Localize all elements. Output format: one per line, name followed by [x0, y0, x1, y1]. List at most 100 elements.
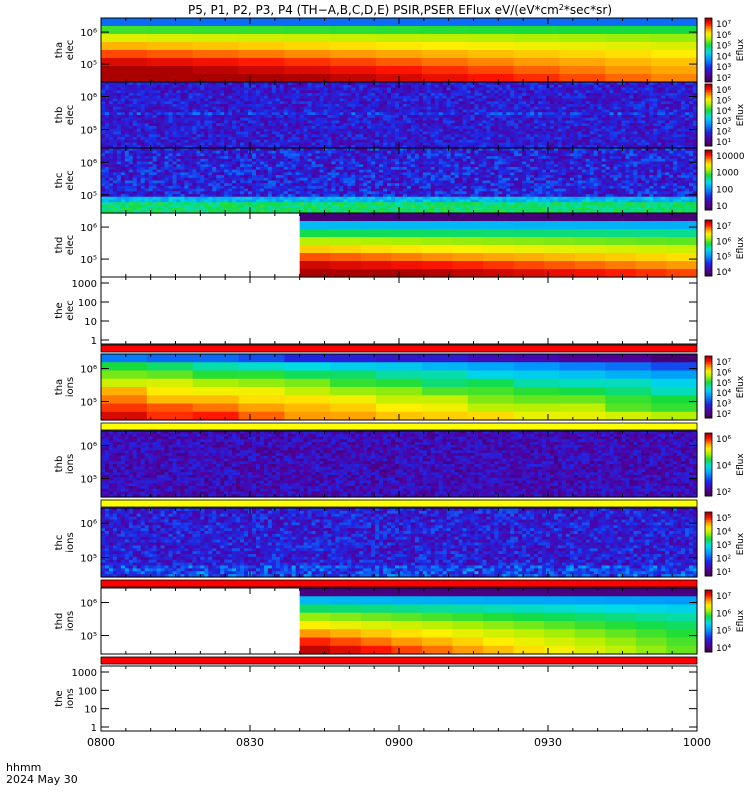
colorbar-step	[705, 34, 712, 37]
spectrogram-cell	[164, 185, 170, 190]
spectrogram-cell	[677, 112, 682, 116]
spectrogram-cell	[434, 120, 440, 124]
spectrogram-cell	[534, 112, 539, 116]
spectrogram-cell	[391, 109, 396, 113]
spectrogram-cell	[549, 109, 555, 113]
spectrogram-cell	[251, 115, 257, 119]
spectrogram-cell	[104, 161, 110, 165]
spectrogram-cell	[391, 131, 396, 135]
spectrogram-cell	[128, 131, 134, 135]
spectrogram-cell	[244, 177, 249, 182]
spectrogram-cell	[538, 142, 543, 146]
spectrogram-cell	[661, 82, 666, 86]
spectrogram-cell	[649, 101, 654, 105]
spectrogram-cell	[192, 191, 197, 195]
spectrogram-cell	[442, 87, 448, 91]
spectrogram-cell	[363, 90, 368, 94]
spectrogram-cell	[263, 112, 269, 116]
spectrogram-cell	[689, 117, 694, 122]
spectrogram-cell	[466, 137, 472, 141]
spectrogram-cell	[402, 95, 408, 100]
spectrogram-cell	[553, 131, 559, 135]
spectrogram-cell	[498, 98, 503, 102]
spectrogram-cell	[585, 117, 591, 122]
spectrogram-cell	[172, 185, 178, 190]
spectrogram-cell	[577, 104, 583, 108]
spectrogram-cell	[287, 101, 293, 105]
spectrogram-cell	[112, 126, 118, 130]
spectrogram-cell	[363, 117, 368, 122]
spectrogram-cell	[458, 98, 464, 102]
spectrogram-cell	[470, 112, 476, 116]
spectrogram-cell	[323, 131, 329, 135]
spectrogram-cell	[315, 123, 321, 127]
spectrogram-cell	[267, 202, 273, 206]
spectrogram-cell	[414, 98, 420, 102]
spectrogram-cell	[168, 161, 174, 165]
spectrogram-cell	[291, 120, 297, 124]
spectrogram-cell	[359, 104, 364, 108]
spectrogram-cell	[585, 101, 591, 105]
spectrogram-cell	[148, 158, 154, 163]
spectrogram-cell	[303, 109, 309, 113]
spectrogram-cell	[263, 123, 269, 127]
spectrogram-cell	[232, 188, 237, 192]
spectrogram-cell	[450, 120, 456, 124]
spectrogram-cell	[156, 137, 162, 141]
spectrogram-cell	[104, 82, 110, 86]
spectrogram-cell	[498, 145, 503, 149]
spectrogram-cell	[116, 183, 122, 187]
spectrogram-cell	[569, 87, 575, 91]
spectrogram-cell	[486, 95, 491, 100]
spectrogram-cell	[259, 126, 265, 130]
spectrogram-cell	[128, 90, 134, 94]
spectrogram-cell	[240, 87, 245, 91]
spectrogram-cell	[474, 145, 480, 149]
spectrogram-cell	[478, 137, 484, 141]
spectrogram-cell	[236, 109, 241, 113]
spectrogram-cell	[669, 128, 674, 133]
spectrogram-cell	[421, 50, 469, 59]
spectrogram-cell	[140, 123, 146, 127]
spectrogram-cell	[224, 183, 229, 187]
spectrogram-cell	[442, 123, 448, 127]
spectrogram-cell	[657, 98, 662, 102]
spectrogram-cell	[144, 202, 150, 206]
spectrogram-cell	[649, 112, 654, 116]
spectrogram-cell	[359, 90, 364, 94]
spectrogram-cell	[645, 131, 650, 135]
spectrogram-cell	[617, 84, 623, 89]
spectrogram-cell	[315, 115, 321, 119]
spectrogram-cell	[128, 87, 134, 91]
spectrogram-cell	[605, 142, 611, 146]
spectrogram-cell	[168, 106, 174, 111]
spectrogram-cell	[220, 188, 225, 192]
spectrogram-cell	[263, 117, 269, 122]
spectrogram-cell	[466, 123, 472, 127]
spectrogram-cell	[283, 128, 289, 133]
spectrogram-cell	[395, 115, 400, 119]
spectrogram-cell	[486, 109, 491, 113]
spectrogram-cell	[538, 104, 543, 108]
spectrogram-cell	[224, 98, 229, 102]
spectrogram-cell	[168, 166, 174, 171]
spectrogram-cell	[176, 142, 182, 146]
spectrogram-cell	[335, 123, 340, 127]
spectrogram-cell	[661, 115, 666, 119]
spectrogram-cell	[124, 137, 130, 141]
spectrogram-cell	[259, 202, 265, 206]
spectrogram-cell	[315, 93, 321, 97]
spectrogram-cell	[307, 137, 313, 141]
spectrogram-cell	[462, 95, 468, 100]
spectrogram-cell	[359, 115, 364, 119]
spectrogram-cell	[633, 126, 638, 130]
spectrogram-cell	[180, 131, 186, 135]
spectrogram-cell	[379, 137, 384, 141]
spectrogram-cell	[629, 134, 635, 138]
spectrogram-cell	[255, 169, 261, 173]
spectrogram-cell	[172, 207, 178, 211]
spectrogram-cell	[367, 145, 372, 149]
spectrogram-cell	[689, 120, 694, 124]
spectrogram-cell	[275, 95, 281, 100]
spectrogram-cell	[232, 93, 237, 97]
